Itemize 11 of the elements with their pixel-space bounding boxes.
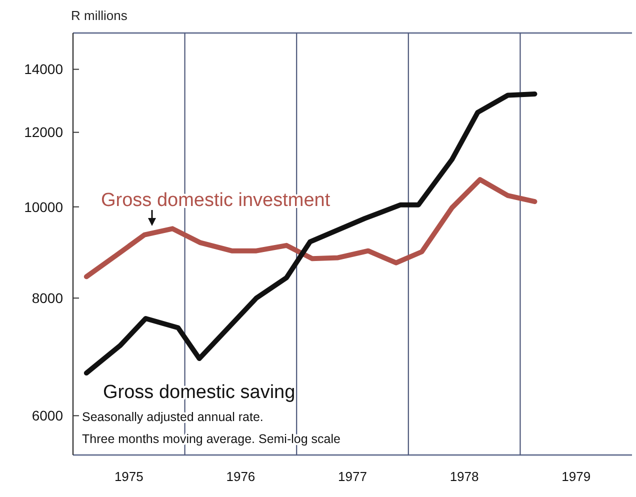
y-tick-label: 6000	[32, 408, 64, 424]
y-axis-title: R millions	[71, 8, 128, 23]
y-tick-label: 10000	[24, 198, 64, 215]
y-tick-label: 8000	[32, 290, 64, 306]
x-tick-label: 1979	[562, 469, 591, 484]
x-tick-label: 1975	[114, 469, 144, 484]
x-tick-label: 1976	[226, 469, 256, 484]
y-tick-label: 12000	[24, 124, 64, 140]
y-tick-label: 14000	[24, 61, 64, 78]
x-tick-label: 1978	[450, 469, 479, 484]
x-tick-label: 1977	[338, 469, 367, 484]
